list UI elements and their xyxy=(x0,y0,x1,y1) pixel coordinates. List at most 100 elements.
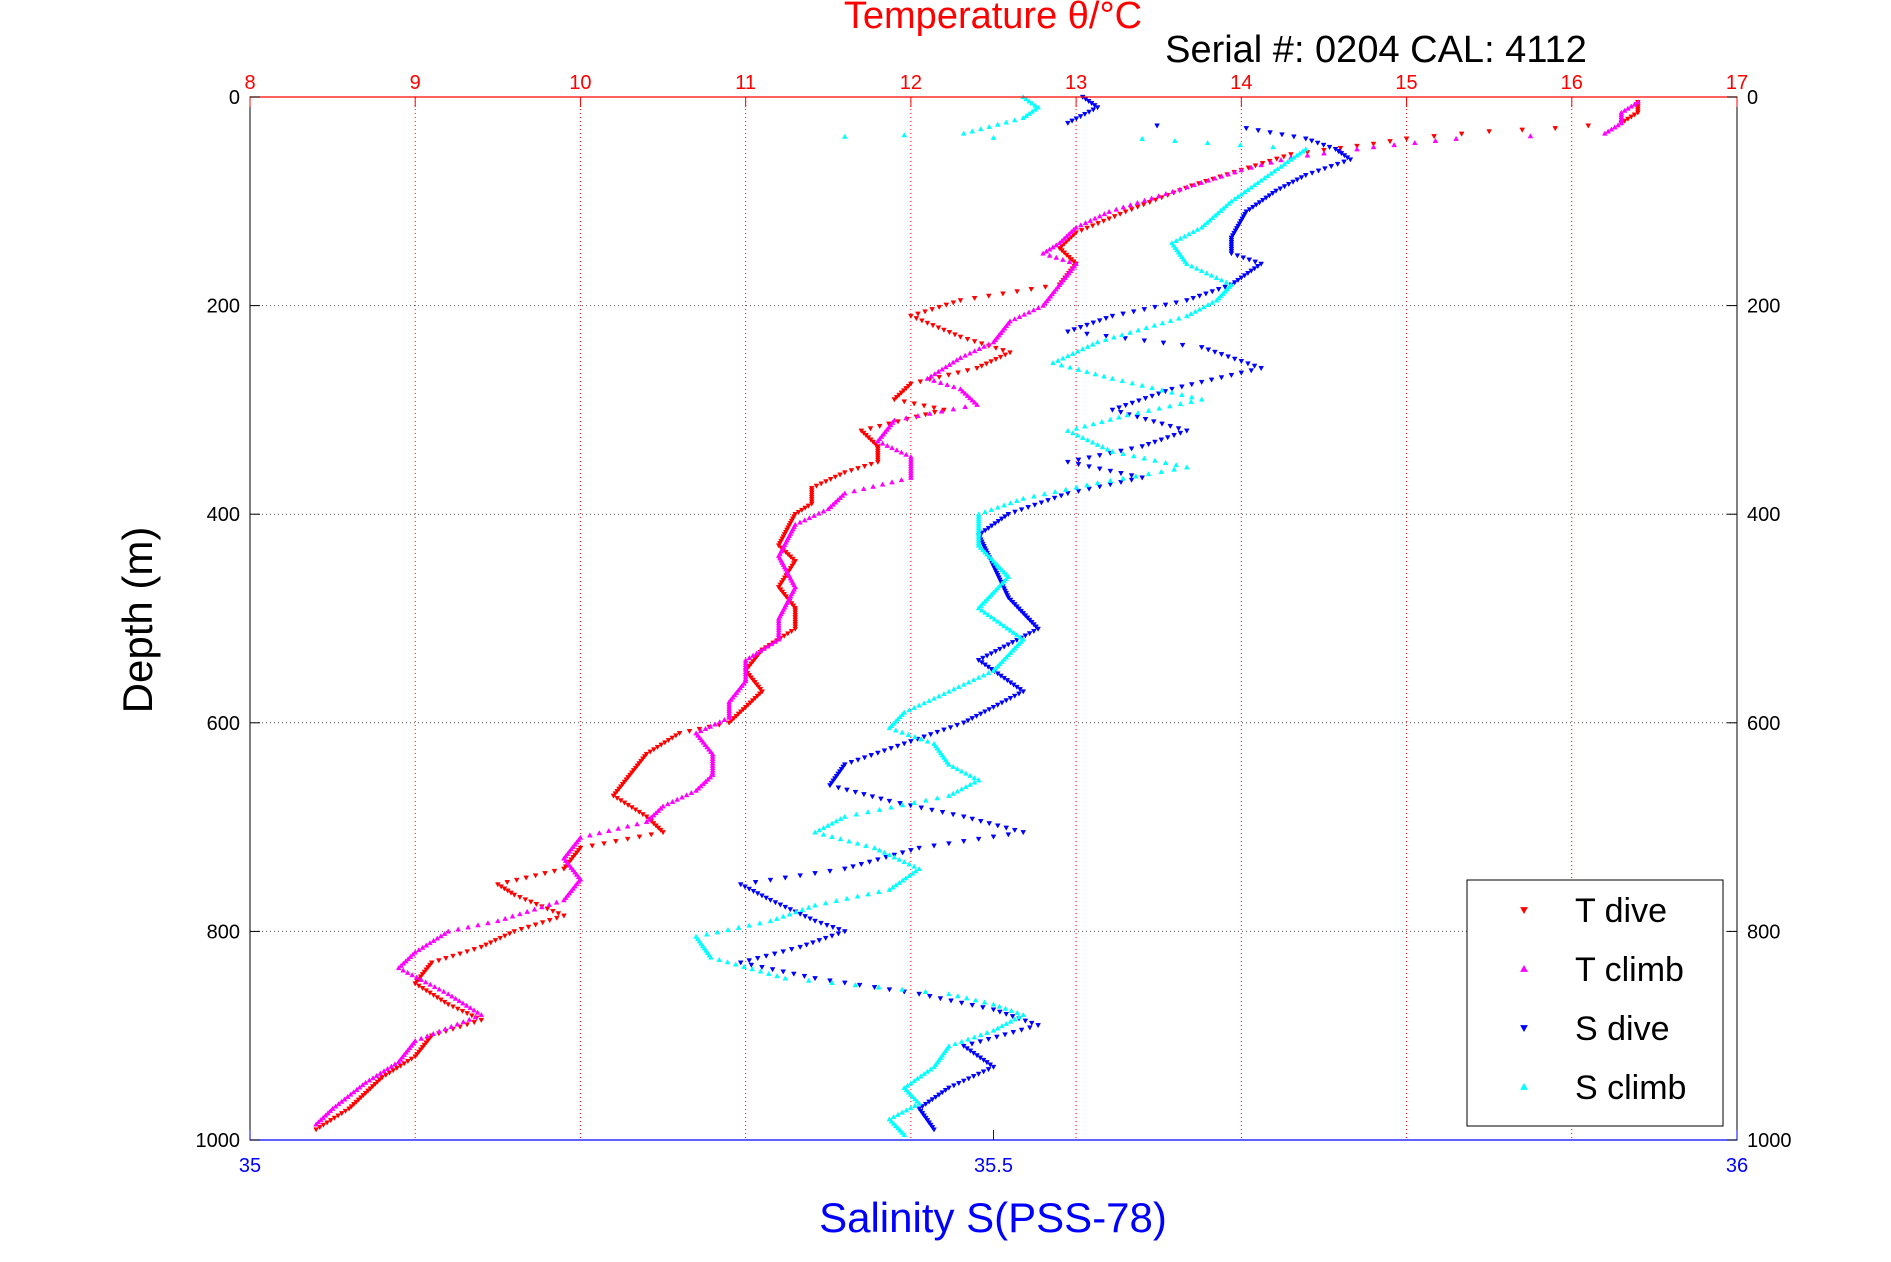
data-point xyxy=(1071,327,1078,333)
data-point xyxy=(1022,1018,1029,1024)
data-point xyxy=(1280,154,1287,160)
data-point xyxy=(410,951,416,957)
data-point xyxy=(1205,301,1211,308)
data-point xyxy=(702,725,709,731)
data-point xyxy=(443,956,449,962)
data-point xyxy=(624,836,631,842)
data-point xyxy=(904,1082,911,1088)
data-point xyxy=(1183,298,1190,304)
data-point xyxy=(657,805,664,811)
data-point xyxy=(927,732,934,738)
data-point xyxy=(1314,140,1321,146)
data-point xyxy=(890,1113,897,1120)
data-point xyxy=(1003,576,1010,582)
data-point xyxy=(975,1071,982,1077)
data-point xyxy=(1130,309,1137,315)
data-point xyxy=(525,924,532,930)
data-point xyxy=(881,748,888,754)
data-point xyxy=(812,829,818,835)
data-point xyxy=(1122,403,1129,409)
data-point xyxy=(763,953,770,959)
data-point xyxy=(841,866,848,872)
data-point xyxy=(830,925,836,931)
data-point xyxy=(921,1071,927,1077)
series-t-climb xyxy=(313,99,1641,1127)
data-point xyxy=(320,1114,326,1120)
salinity-tick-label: 35 xyxy=(239,1155,261,1177)
data-point xyxy=(832,499,839,505)
data-point xyxy=(1601,130,1608,136)
data-point xyxy=(418,1035,425,1041)
data-point xyxy=(1145,442,1152,448)
data-point xyxy=(768,641,775,647)
data-point xyxy=(347,1091,354,1097)
data-point xyxy=(555,911,562,917)
data-point xyxy=(841,813,848,819)
data-point xyxy=(955,370,961,376)
data-point xyxy=(1188,382,1195,388)
data-point xyxy=(1075,457,1082,463)
data-point xyxy=(1334,161,1341,167)
data-point xyxy=(353,1086,360,1092)
data-point xyxy=(1004,625,1011,631)
data-point xyxy=(1018,638,1024,644)
data-point xyxy=(1025,505,1032,511)
data-point xyxy=(471,947,478,953)
data-point xyxy=(991,616,998,622)
data-point xyxy=(841,980,848,986)
data-point xyxy=(903,1087,910,1093)
data-point xyxy=(950,812,956,818)
data-point xyxy=(1175,315,1182,321)
data-point xyxy=(1134,199,1141,205)
data-point xyxy=(1294,152,1300,158)
data-point xyxy=(1094,479,1101,486)
data-point xyxy=(1090,107,1097,113)
data-point xyxy=(669,798,676,804)
data-point xyxy=(356,1084,363,1090)
data-point xyxy=(888,1118,895,1124)
data-point xyxy=(990,1064,997,1070)
data-point xyxy=(1198,396,1205,402)
data-point xyxy=(980,1069,987,1075)
data-point xyxy=(797,873,804,879)
salinity-tick-label: 35.5 xyxy=(974,1155,1013,1177)
data-point xyxy=(455,926,462,932)
data-point xyxy=(377,1070,384,1076)
data-point xyxy=(958,786,965,792)
data-point xyxy=(465,924,471,930)
data-point xyxy=(688,789,695,795)
data-point xyxy=(478,1017,485,1023)
data-point xyxy=(1043,248,1050,254)
data-point xyxy=(1011,117,1018,123)
data-point xyxy=(589,843,596,849)
data-point xyxy=(1007,627,1014,633)
data-point xyxy=(442,1026,449,1032)
data-point xyxy=(1094,339,1101,345)
data-point xyxy=(438,933,444,939)
data-point xyxy=(975,674,982,680)
data-point xyxy=(1065,329,1071,335)
data-point xyxy=(1077,114,1084,120)
data-point xyxy=(1151,322,1158,328)
data-point xyxy=(975,777,982,783)
data-point xyxy=(990,589,997,595)
data-point xyxy=(875,438,881,444)
data-point xyxy=(392,1061,398,1067)
legend-marker xyxy=(1520,1025,1528,1033)
data-point xyxy=(975,605,982,611)
data-point xyxy=(913,316,920,322)
data-point xyxy=(395,964,402,971)
data-point xyxy=(1099,444,1106,450)
data-point xyxy=(613,839,619,845)
data-point xyxy=(959,388,966,394)
data-point xyxy=(777,902,784,908)
data-point xyxy=(846,838,852,844)
data-point xyxy=(1605,128,1611,134)
data-point xyxy=(999,580,1005,586)
data-point xyxy=(1618,120,1625,126)
data-point xyxy=(931,1064,937,1070)
data-point xyxy=(1188,263,1195,269)
data-point xyxy=(1067,364,1073,370)
data-point xyxy=(1084,322,1090,328)
data-point xyxy=(875,459,881,465)
